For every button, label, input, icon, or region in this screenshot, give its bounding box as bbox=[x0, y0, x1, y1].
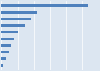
Bar bbox=[1, 31, 18, 33]
Bar bbox=[1, 64, 3, 67]
Bar bbox=[1, 38, 14, 40]
Bar bbox=[1, 51, 9, 53]
Bar bbox=[1, 57, 6, 60]
Bar bbox=[1, 44, 11, 47]
Bar bbox=[1, 11, 38, 14]
Bar bbox=[1, 4, 88, 7]
Bar bbox=[1, 18, 31, 20]
Bar bbox=[1, 24, 25, 27]
